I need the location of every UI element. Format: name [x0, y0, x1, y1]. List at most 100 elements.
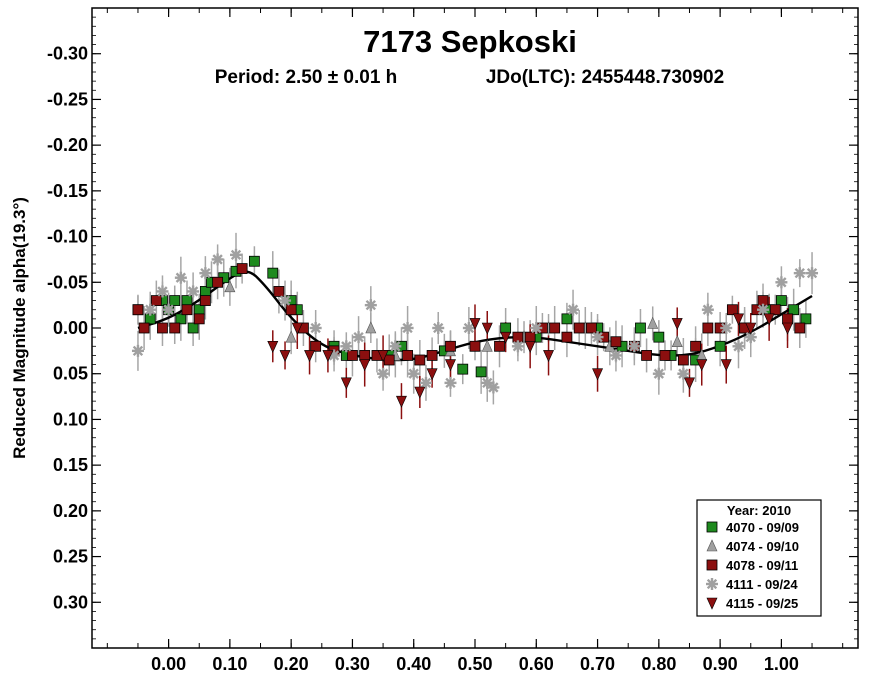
data-point [419, 376, 432, 389]
data-point [757, 303, 770, 316]
data-point [138, 322, 150, 334]
data-point [720, 322, 733, 334]
data-point [671, 334, 683, 348]
data-point [701, 303, 714, 316]
x-tick-label: 0.00 [151, 654, 186, 674]
data-point [230, 248, 243, 261]
chart-subtitle-period: Period: 2.50 ± 0.01 h [215, 67, 398, 88]
y-tick-label: -0.15 [47, 181, 88, 201]
data-point [181, 295, 193, 306]
legend-label: 4115 - 09/25 [726, 596, 798, 611]
data-point [248, 255, 260, 267]
data-point [702, 322, 714, 334]
data-point [340, 377, 352, 390]
data-point [175, 313, 187, 325]
x-tick-label: 0.80 [641, 654, 676, 674]
legend-label: 4074 - 09/10 [726, 539, 799, 554]
x-tick-label: 0.40 [396, 654, 431, 674]
data-point [806, 267, 819, 280]
y-tick-label: -0.20 [47, 135, 88, 155]
data-point [310, 340, 322, 352]
data-point [652, 367, 665, 380]
data-point [500, 322, 512, 334]
data-point [150, 295, 162, 306]
data-point [800, 313, 812, 325]
data-point [763, 313, 775, 326]
chart-title: 7173 Sepkoski [363, 24, 577, 59]
legend-box [696, 499, 822, 617]
legend-title: Year: 2010 [727, 503, 791, 518]
y-tick-label: 0.15 [53, 455, 88, 475]
y-tick-label: -0.05 [47, 272, 88, 292]
data-point [794, 322, 806, 334]
data-point [684, 377, 695, 390]
data-point [395, 395, 407, 408]
data-point [131, 344, 144, 357]
data-point [481, 322, 493, 335]
x-tick-label: 1.00 [764, 654, 799, 674]
data-point [591, 331, 604, 344]
data-point [641, 350, 652, 361]
legend: Year: 2010 4070 - 09/09 4074 - 09/10 4078 … [696, 499, 822, 617]
data-point [782, 322, 793, 335]
data-point [291, 322, 303, 335]
data-point [445, 340, 456, 352]
data-point [788, 304, 800, 316]
data-point [309, 322, 322, 334]
data-point [401, 322, 414, 334]
data-point [352, 331, 365, 344]
data-point [677, 367, 690, 380]
data-point [609, 349, 622, 362]
data-point [169, 322, 181, 334]
data-point [426, 350, 438, 361]
legend-marker [706, 597, 718, 610]
data-point [187, 285, 200, 298]
data-point [696, 359, 708, 372]
y-tick-label: -0.30 [47, 44, 88, 64]
data-point [782, 313, 793, 325]
data-point [511, 340, 524, 353]
data-point [549, 322, 561, 334]
data-point [543, 350, 555, 363]
data-point [285, 304, 297, 316]
data-point [592, 368, 604, 381]
data-point [776, 295, 787, 306]
data-point [745, 322, 757, 335]
legend-marker [706, 521, 718, 533]
data-point [340, 340, 353, 353]
data-point [389, 340, 402, 353]
data-point [322, 350, 334, 363]
data-point [267, 340, 279, 354]
data-point [732, 340, 745, 353]
data-point [304, 350, 316, 363]
data-point [187, 322, 199, 334]
data-point [359, 359, 371, 372]
y-tick-label: 0.20 [53, 501, 88, 521]
data-point [407, 367, 420, 380]
data-point [285, 330, 297, 343]
data-point [193, 313, 205, 325]
data-point [487, 381, 500, 394]
data-point [426, 368, 438, 381]
data-point [475, 366, 487, 378]
data-point [236, 263, 248, 274]
data-point [267, 267, 279, 279]
data-point [199, 295, 211, 306]
data-point [714, 340, 726, 352]
data-points [131, 248, 819, 408]
data-point [432, 322, 445, 334]
data-point [586, 322, 597, 334]
data-point [647, 316, 659, 329]
data-point [383, 354, 395, 366]
data-point [635, 322, 646, 334]
y-tick-label: -0.25 [47, 89, 88, 109]
data-point [500, 331, 512, 344]
data-point [573, 322, 585, 334]
data-point [144, 303, 157, 316]
data-point [653, 331, 665, 343]
data-point [567, 303, 580, 316]
data-point [402, 350, 413, 361]
data-point [462, 322, 475, 334]
data-point [671, 318, 683, 331]
data-point [481, 339, 493, 352]
